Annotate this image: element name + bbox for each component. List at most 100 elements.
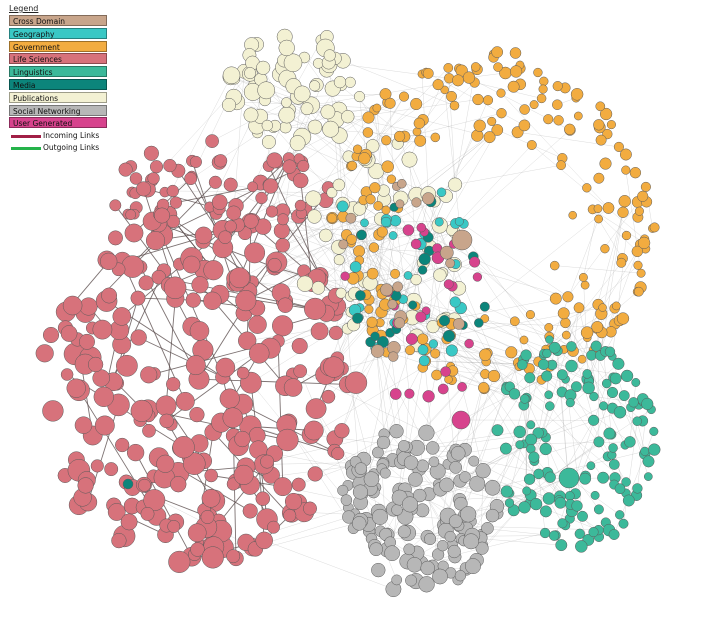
dataset-node-social-networking bbox=[351, 516, 367, 531]
dataset-node-life-sciences bbox=[344, 371, 368, 394]
dataset-node-life-sciences bbox=[163, 158, 177, 173]
dataset-node-life-sciences bbox=[100, 252, 118, 271]
dataset-node-social-networking bbox=[465, 558, 481, 575]
dataset-node-life-sciences bbox=[184, 172, 198, 186]
dataset-node-linguistics bbox=[598, 401, 609, 411]
dataset-node-government bbox=[487, 116, 497, 126]
dataset-node-social-networking bbox=[448, 514, 463, 529]
dataset-node-life-sciences bbox=[223, 177, 238, 192]
dataset-node-linguistics bbox=[565, 359, 578, 373]
dataset-node-government bbox=[525, 310, 535, 320]
dataset-node-life-sciences bbox=[307, 466, 323, 482]
dataset-node-life-sciences bbox=[218, 230, 232, 244]
dataset-node-linguistics bbox=[631, 378, 641, 387]
dataset-node-life-sciences bbox=[321, 389, 336, 404]
dataset-node-linguistics bbox=[640, 446, 650, 456]
dataset-node-linguistics bbox=[582, 381, 595, 395]
dataset-node-social-networking bbox=[485, 508, 500, 523]
dataset-node-life-sciences bbox=[166, 377, 181, 392]
dataset-node-social-networking bbox=[450, 445, 466, 461]
dataset-node-government bbox=[538, 84, 548, 94]
dataset-node-life-sciences bbox=[156, 454, 175, 473]
dataset-node-social-networking bbox=[352, 484, 368, 500]
dataset-node-publications bbox=[243, 107, 259, 123]
dataset-node-cross-domain bbox=[453, 318, 465, 330]
dataset-node-media bbox=[417, 265, 428, 275]
dataset-node-social-networking bbox=[454, 570, 467, 582]
dataset-node-linguistics bbox=[593, 436, 605, 448]
legend: Legend Cross Domain Geography Government… bbox=[9, 3, 121, 154]
dataset-node-life-sciences bbox=[305, 398, 327, 419]
dataset-node-social-networking bbox=[389, 424, 404, 439]
dataset-node-life-sciences bbox=[255, 191, 268, 205]
dataset-node-publications bbox=[244, 67, 257, 80]
dataset-node-government bbox=[491, 46, 504, 58]
dataset-node-government bbox=[422, 67, 434, 79]
dataset-node-user-generated bbox=[405, 333, 418, 345]
dataset-node-geography bbox=[388, 231, 398, 240]
dataset-node-life-sciences bbox=[87, 356, 104, 373]
dataset-node-life-sciences bbox=[130, 290, 146, 306]
dataset-node-life-sciences bbox=[126, 443, 145, 462]
dataset-node-life-sciences bbox=[260, 454, 275, 469]
dataset-node-government bbox=[573, 111, 583, 121]
dataset-node-life-sciences bbox=[101, 287, 118, 304]
dataset-node-government bbox=[496, 108, 507, 119]
dataset-node-government bbox=[594, 214, 603, 224]
dataset-node-publications bbox=[448, 177, 463, 192]
dataset-node-government bbox=[470, 62, 481, 72]
legend-item-user-generated: User Generated bbox=[9, 117, 107, 129]
dataset-node-government bbox=[381, 135, 392, 146]
dataset-node-government bbox=[479, 348, 492, 362]
dataset-node-linguistics bbox=[544, 390, 554, 400]
dataset-node-government bbox=[640, 181, 651, 192]
dataset-node-government bbox=[352, 144, 363, 154]
dataset-node-linguistics bbox=[500, 485, 513, 498]
legend-item-life-sciences: Life Sciences bbox=[9, 53, 107, 65]
dataset-node-life-sciences bbox=[143, 489, 166, 512]
dataset-node-user-generated bbox=[443, 279, 454, 290]
dataset-node-geography bbox=[417, 344, 429, 356]
dataset-node-life-sciences bbox=[235, 290, 257, 312]
dataset-node-social-networking bbox=[391, 574, 403, 586]
dataset-node-government bbox=[509, 47, 522, 59]
dataset-node-social-networking bbox=[424, 532, 437, 546]
dataset-node-government bbox=[443, 63, 454, 73]
dataset-node-linguistics bbox=[613, 405, 627, 419]
dataset-node-linguistics bbox=[608, 459, 620, 470]
dataset-node-linguistics bbox=[621, 477, 631, 487]
dataset-node-publications bbox=[344, 76, 356, 88]
dataset-node-government bbox=[591, 321, 604, 333]
dataset-node-government bbox=[595, 101, 606, 112]
dataset-node-life-sciences bbox=[262, 178, 279, 194]
dataset-node-life-sciences bbox=[331, 447, 345, 461]
dataset-node-government bbox=[473, 119, 486, 132]
dataset-node-linguistics bbox=[571, 500, 583, 512]
dataset-node-life-sciences bbox=[130, 399, 153, 422]
dataset-node-life-sciences bbox=[143, 145, 159, 161]
dataset-node-government bbox=[602, 202, 615, 214]
dataset-node-publications bbox=[322, 120, 340, 138]
dataset-node-geography bbox=[336, 200, 349, 213]
dataset-node-publications bbox=[326, 187, 338, 199]
dataset-node-geography bbox=[445, 344, 458, 357]
dataset-node-government bbox=[519, 335, 529, 345]
dataset-node-life-sciences bbox=[60, 368, 74, 381]
dataset-node-government bbox=[526, 140, 537, 150]
dataset-node-life-sciences bbox=[323, 356, 345, 378]
dataset-node-government bbox=[472, 93, 484, 106]
dataset-node-government bbox=[505, 346, 518, 359]
dataset-node-life-sciences bbox=[138, 478, 151, 492]
dataset-node-geography bbox=[380, 216, 392, 228]
dataset-node-government bbox=[633, 286, 644, 297]
legend-item-cross-domain: Cross Domain bbox=[9, 15, 107, 26]
dataset-node-government bbox=[552, 81, 563, 92]
dataset-node-government bbox=[570, 88, 584, 101]
dataset-node-user-generated bbox=[340, 271, 350, 281]
dataset-node-cross-domain bbox=[387, 299, 398, 310]
dataset-node-government bbox=[631, 245, 643, 258]
dataset-node-government bbox=[616, 257, 627, 268]
dataset-node-life-sciences bbox=[140, 506, 155, 521]
dataset-node-government bbox=[553, 115, 564, 126]
dataset-node-social-networking bbox=[340, 494, 353, 506]
